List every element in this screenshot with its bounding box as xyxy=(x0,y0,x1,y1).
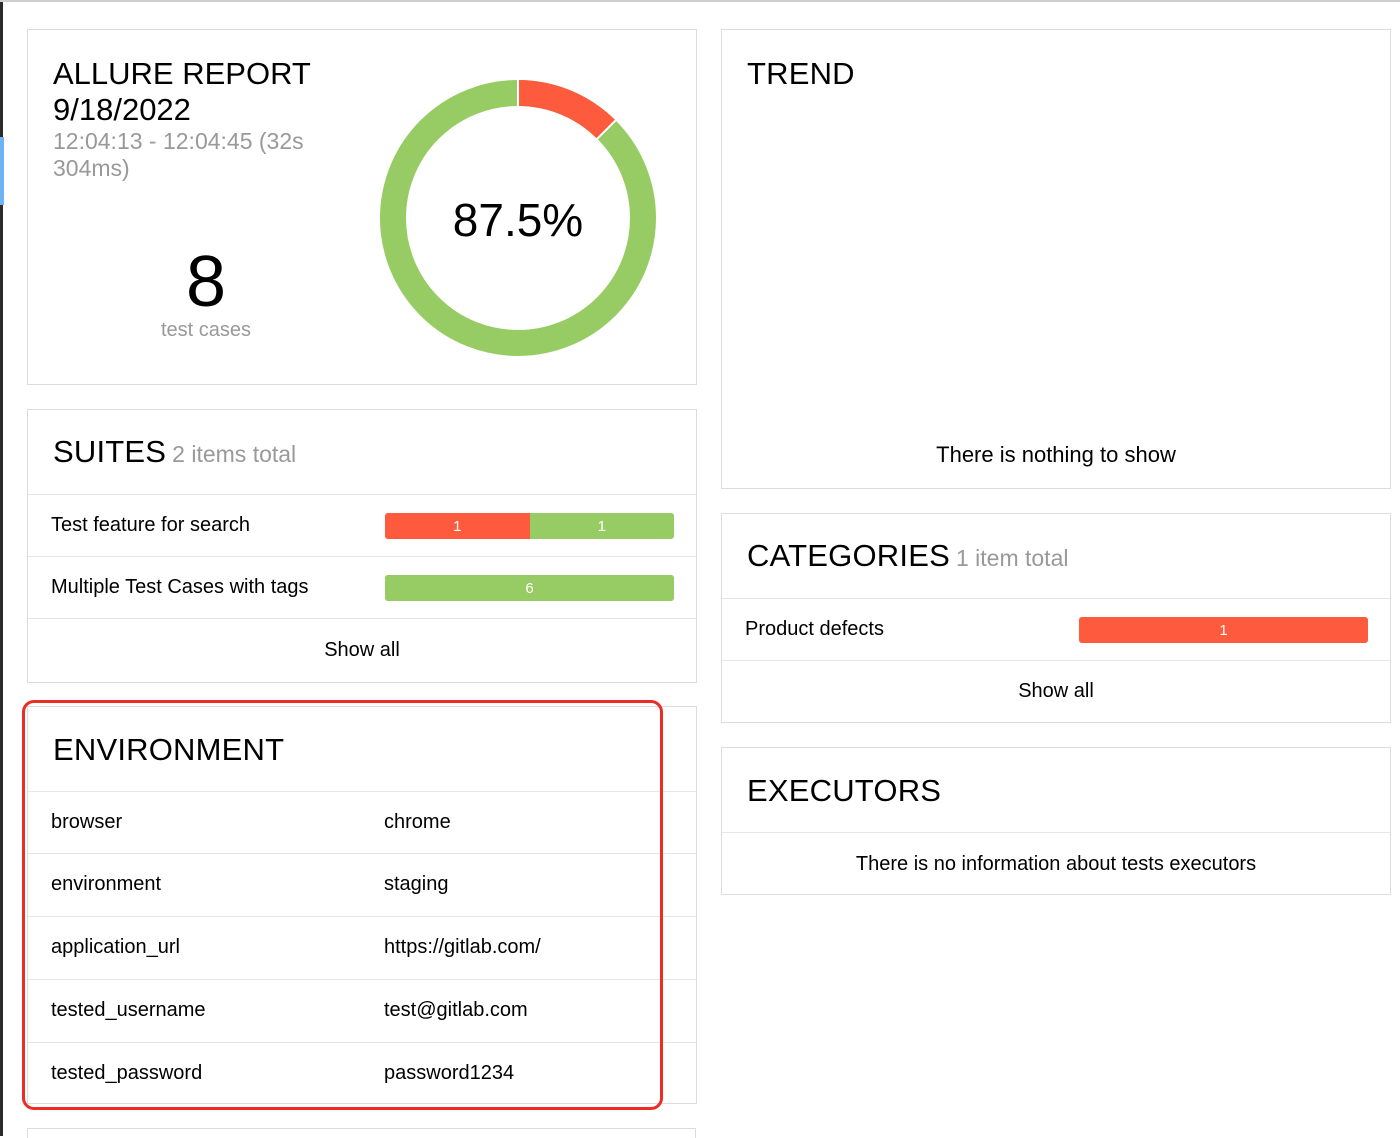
environment-value: https://gitlab.com/ xyxy=(384,936,541,958)
environment-title: ENVIRONMENT xyxy=(53,732,285,767)
categories-footer: Show all xyxy=(722,660,1390,724)
suites-widget: SUITES 2 items total Test feature for sea… xyxy=(27,409,697,683)
suite-row[interactable]: Test feature for search 1 1 xyxy=(28,494,696,556)
suites-subtitle: 2 items total xyxy=(172,441,297,467)
executors-title: EXECUTORS xyxy=(747,773,942,808)
categories-header: CATEGORIES 1 item total xyxy=(747,538,1068,574)
trend-widget: TREND There is nothing to show xyxy=(721,29,1391,489)
environment-key: application_url xyxy=(51,936,180,958)
environment-value: password1234 xyxy=(384,1062,515,1084)
suite-name: Multiple Test Cases with tags xyxy=(51,576,309,598)
suite-passed-segment[interactable]: 6 xyxy=(385,575,674,601)
environment-value: test@gitlab.com xyxy=(384,999,528,1021)
next-widget-edge xyxy=(27,1128,696,1138)
categories-show-all-link[interactable]: Show all xyxy=(1018,680,1094,702)
donut-failed-arc[interactable] xyxy=(517,80,616,140)
suite-passed-segment[interactable]: 1 xyxy=(529,513,674,539)
environment-row: browser chrome xyxy=(28,791,696,853)
suite-status-bar[interactable]: 6 xyxy=(385,575,674,601)
environment-key: environment xyxy=(51,873,162,895)
executors-empty-message: There is no information about tests exec… xyxy=(855,853,1257,875)
environment-value: chrome xyxy=(384,811,451,833)
environment-key: tested_password xyxy=(51,1062,203,1084)
environment-row: application_url https://gitlab.com/ xyxy=(28,916,696,978)
environment-key: browser xyxy=(51,811,123,833)
category-status-bar[interactable]: 1 xyxy=(1079,617,1368,643)
sidebar-active-indicator xyxy=(0,137,4,205)
report-title: ALLURE REPORT xyxy=(53,56,311,91)
category-name: Product defects xyxy=(745,618,884,640)
environment-row: tested_password password1234 xyxy=(28,1042,696,1104)
suite-row[interactable]: Multiple Test Cases with tags 6 xyxy=(28,556,696,618)
category-failed-segment[interactable]: 1 xyxy=(1079,617,1368,643)
report-time-range: 12:04:13 - 12:04:45 (32s 304ms) xyxy=(53,128,304,181)
success-rate: 87.5% xyxy=(452,194,584,246)
suites-footer: Show all xyxy=(28,618,696,684)
executors-widget: EXECUTORS There is no information about … xyxy=(721,747,1391,895)
test-count-label: test cases xyxy=(160,319,252,341)
environment-widget: ENVIRONMENT browser chrome environment s… xyxy=(27,706,697,1104)
suite-failed-segment[interactable]: 1 xyxy=(385,513,530,539)
trend-empty-message: There is nothing to show xyxy=(936,442,1176,467)
summary-widget: ALLURE REPORT 9/18/2022 12:04:13 - 12:04… xyxy=(27,29,697,385)
environment-key: tested_username xyxy=(51,999,206,1021)
category-row[interactable]: Product defects 1 xyxy=(722,598,1390,660)
suites-header: SUITES 2 items total xyxy=(53,434,296,470)
success-donut-chart[interactable] xyxy=(373,73,663,363)
donut-separator-failed-end xyxy=(595,118,618,141)
trend-title: TREND xyxy=(747,56,855,91)
test-count: 8 xyxy=(185,242,227,322)
window-left-edge xyxy=(0,2,3,1136)
report-date: 9/18/2022 xyxy=(53,92,191,127)
categories-title: CATEGORIES xyxy=(747,538,950,573)
suite-name: Test feature for search xyxy=(51,514,250,536)
environment-value: staging xyxy=(384,873,449,895)
categories-subtitle: 1 item total xyxy=(955,545,1069,571)
environment-row: tested_username test@gitlab.com xyxy=(28,979,696,1041)
executors-body: There is no information about tests exec… xyxy=(722,832,1390,896)
suite-status-bar[interactable]: 1 1 xyxy=(385,513,674,539)
suites-show-all-link[interactable]: Show all xyxy=(324,639,400,661)
environment-row: environment staging xyxy=(28,853,696,915)
categories-widget: CATEGORIES 1 item total Product defects 1… xyxy=(721,513,1391,723)
suites-title: SUITES xyxy=(53,434,167,469)
